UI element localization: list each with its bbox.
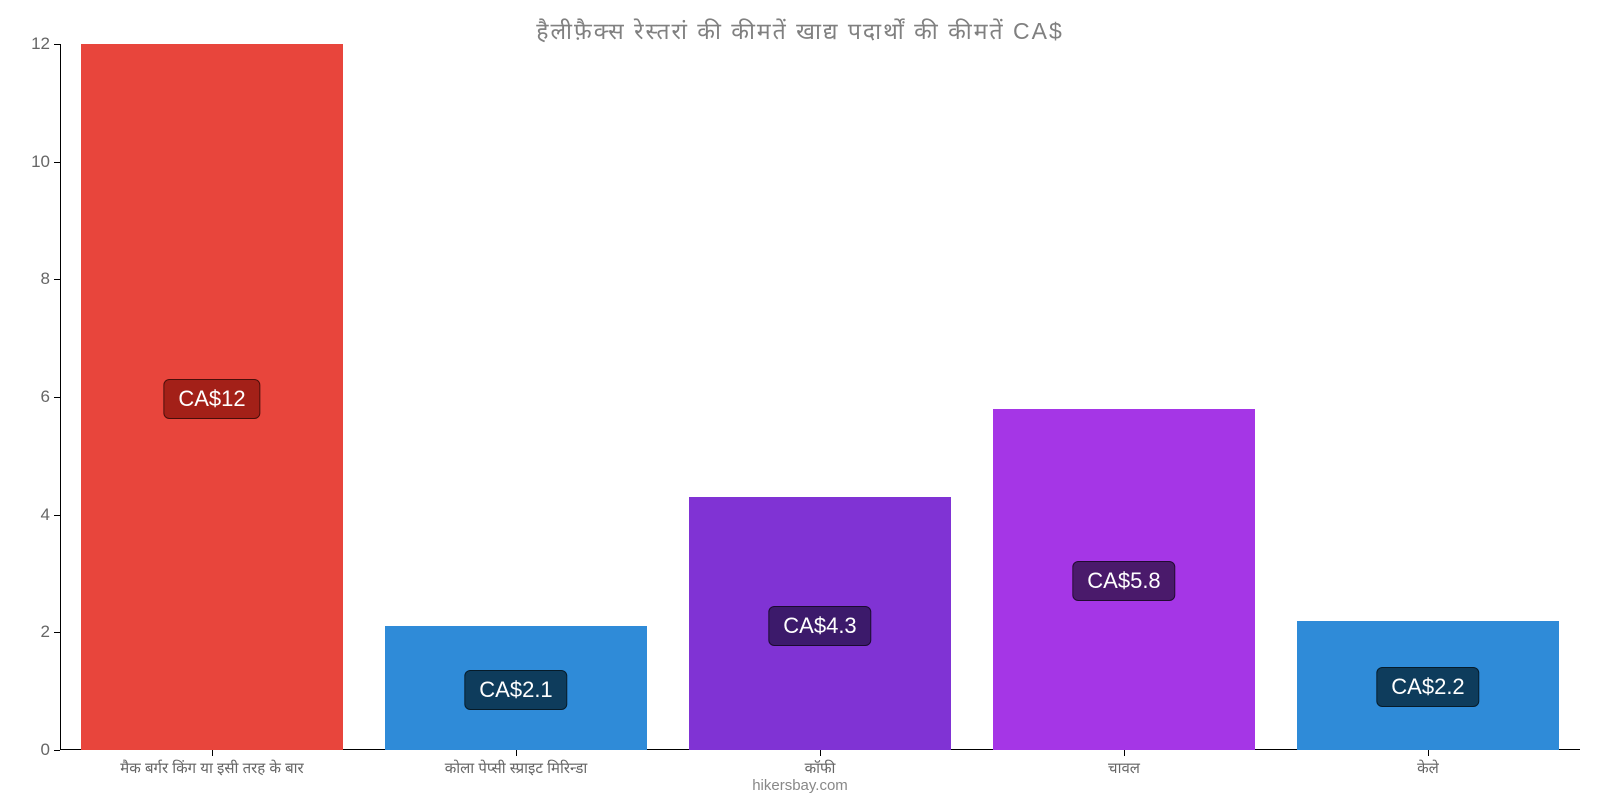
bar-value-badge: CA$5.8 bbox=[1072, 561, 1175, 601]
price-bar: CA$2.2 bbox=[1297, 621, 1558, 750]
chart-title: हैलीफ़ैक्स रेस्तरां की कीमतें खाद्य पदार… bbox=[0, 14, 1600, 46]
bar-value-badge: CA$2.2 bbox=[1376, 667, 1479, 707]
y-tick-mark bbox=[54, 515, 60, 516]
plot-area: 024681012CA$12मैक बर्गर किंग या इसी तरह … bbox=[60, 44, 1580, 750]
chart-credit: hikersbay.com bbox=[0, 777, 1600, 794]
price-bar: CA$5.8 bbox=[993, 409, 1254, 750]
x-tick-mark bbox=[212, 750, 213, 756]
y-tick-mark bbox=[54, 162, 60, 163]
x-tick-mark bbox=[820, 750, 821, 756]
y-tick-mark bbox=[54, 750, 60, 751]
y-tick-mark bbox=[54, 632, 60, 633]
x-tick-mark bbox=[516, 750, 517, 756]
price-bar: CA$4.3 bbox=[689, 497, 950, 750]
x-tick-mark bbox=[1428, 750, 1429, 756]
price-bar: CA$12 bbox=[81, 44, 342, 750]
x-tick-mark bbox=[1124, 750, 1125, 756]
y-tick-mark bbox=[54, 397, 60, 398]
y-tick-mark bbox=[54, 279, 60, 280]
price-bar: CA$2.1 bbox=[385, 626, 646, 750]
price-bar-chart: हैलीफ़ैक्स रेस्तरां की कीमतें खाद्य पदार… bbox=[0, 0, 1600, 800]
y-tick-mark bbox=[54, 44, 60, 45]
bar-value-badge: CA$4.3 bbox=[768, 606, 871, 646]
bar-value-badge: CA$2.1 bbox=[464, 670, 567, 710]
y-axis bbox=[60, 44, 61, 750]
bar-value-badge: CA$12 bbox=[163, 379, 260, 419]
